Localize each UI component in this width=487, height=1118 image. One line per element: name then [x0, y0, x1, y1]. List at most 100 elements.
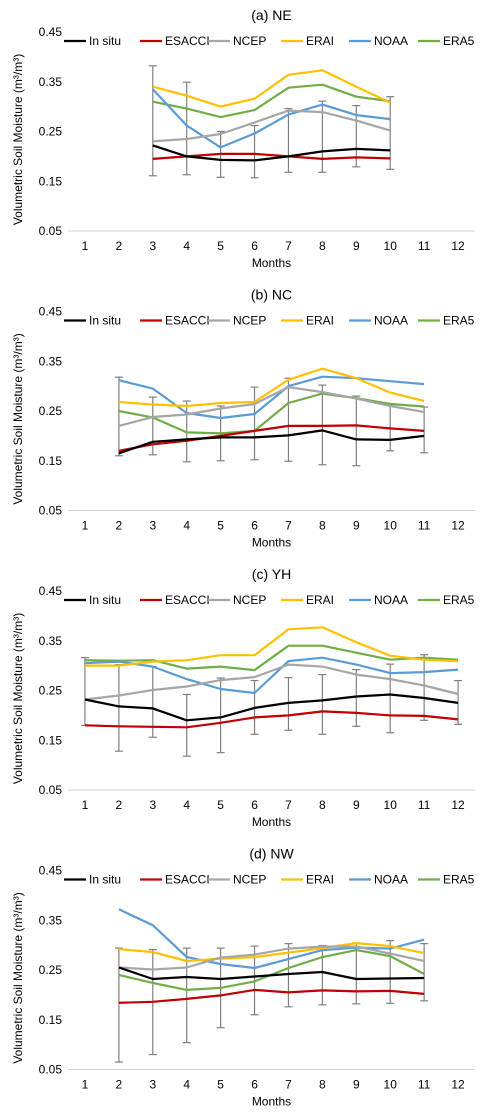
y-tick-label: 0.15 — [39, 733, 63, 747]
y-tick-label: 0.05 — [39, 224, 63, 238]
legend-label-noaa: NOAA — [374, 314, 408, 328]
x-tick-label: 1 — [82, 239, 89, 253]
x-tick-label: 8 — [319, 519, 326, 533]
x-tick-label: 10 — [384, 519, 398, 533]
y-tick-label: 0.05 — [39, 1063, 63, 1077]
series-line-insitu — [118, 429, 425, 455]
x-tick-label: 11 — [418, 519, 431, 533]
x-tick-label: 1 — [82, 1078, 89, 1092]
series-line-insitu — [118, 966, 425, 981]
legend-label-erai: ERAI — [306, 593, 334, 607]
y-tick-label: 0.25 — [39, 404, 63, 418]
legend-label-ncep: NCEP — [233, 314, 266, 328]
y-axis-label: Volumetric Soil Moisture (m³/m³) — [11, 333, 25, 504]
legend-label-ncep: NCEP — [233, 593, 266, 607]
y-tick-label: 0.45 — [39, 305, 63, 319]
legend-label-esacci: ESACCI — [165, 873, 210, 887]
series-line-erai — [118, 367, 425, 408]
x-tick-label: 6 — [251, 519, 258, 533]
x-tick-label: 12 — [451, 239, 465, 253]
x-tick-label: 9 — [353, 239, 360, 253]
x-tick-label: 3 — [149, 239, 156, 253]
x-axis-label: Months — [252, 815, 291, 829]
legend-label-era5: ERA5 — [443, 314, 475, 328]
y-tick-label: 0.15 — [39, 174, 63, 188]
chart-title: (a) NE — [251, 7, 291, 23]
chart-title: (b) NC — [251, 287, 292, 303]
series-line-insitu — [84, 693, 459, 722]
series-line-era5 — [118, 392, 425, 435]
x-tick-label: 2 — [116, 239, 123, 253]
x-tick-label: 7 — [285, 519, 292, 533]
x-tick-label: 5 — [217, 519, 224, 533]
x-tick-label: 11 — [418, 239, 431, 253]
y-tick-label: 0.15 — [39, 1013, 63, 1027]
x-tick-label: 3 — [149, 798, 156, 812]
chart-title: (d) NW — [249, 846, 294, 862]
chart-title: (c) YH — [252, 566, 291, 582]
x-tick-label: 2 — [116, 519, 123, 533]
series-line-ncep — [84, 663, 459, 701]
x-tick-label: 9 — [353, 798, 360, 812]
y-axis-label: Volumetric Soil Moisture (m³/m³) — [11, 613, 25, 784]
series-line-esacci — [84, 710, 459, 729]
x-tick-label: 1 — [82, 519, 89, 533]
y-tick-label: 0.05 — [39, 783, 63, 797]
series-line-ncep — [152, 109, 391, 143]
series-line-noaa — [118, 375, 425, 420]
series-line-esacci — [118, 988, 425, 1004]
x-tick-label: 11 — [418, 1078, 431, 1092]
series-line-ncep — [118, 385, 425, 427]
series-line-era5 — [152, 83, 391, 119]
x-tick-label: 10 — [384, 1078, 398, 1092]
series-line-noaa — [118, 908, 425, 970]
x-tick-label: 12 — [451, 1078, 465, 1092]
x-tick-label: 7 — [285, 798, 292, 812]
y-tick-label: 0.25 — [39, 684, 63, 698]
x-tick-label: 10 — [384, 798, 398, 812]
series-line-erai — [85, 626, 459, 667]
y-tick-label: 0.35 — [39, 634, 63, 648]
y-tick-label: 0.35 — [39, 75, 63, 89]
y-tick-label: 0.35 — [39, 913, 63, 927]
x-tick-label: 4 — [183, 1078, 190, 1092]
legend-label-esacci: ESACCI — [165, 593, 210, 607]
y-tick-label: 0.25 — [39, 963, 63, 977]
chart-panel-2: (b) NC0.050.150.250.350.451 2 3 4 5 6 7 8 9 10 11 1… — [11, 287, 475, 550]
x-tick-label: 7 — [285, 239, 292, 253]
x-tick-label: 5 — [217, 798, 224, 812]
x-tick-label: 9 — [353, 519, 360, 533]
x-tick-label: 9 — [353, 1078, 360, 1092]
x-tick-label: 2 — [116, 798, 123, 812]
x-tick-label: 2 — [116, 1078, 123, 1092]
legend-label-ncep: NCEP — [233, 34, 266, 48]
x-tick-label: 8 — [319, 1078, 326, 1092]
legend-label-era5: ERA5 — [443, 593, 475, 607]
legend-label-erai: ERAI — [306, 34, 334, 48]
series-line-insitu — [152, 144, 391, 162]
x-tick-label: 12 — [451, 519, 465, 533]
x-tick-label: 12 — [451, 798, 465, 812]
x-tick-label: 6 — [251, 798, 258, 812]
x-tick-label: 6 — [251, 1078, 258, 1092]
x-tick-label: 8 — [319, 239, 326, 253]
y-tick-label: 0.15 — [39, 454, 63, 468]
legend-label-insitu: In situ — [89, 873, 121, 887]
legend-label-esacci: ESACCI — [165, 314, 210, 328]
x-tick-label: 4 — [183, 519, 190, 533]
y-axis-label: Volumetric Soil Moisture (m³/m³) — [11, 54, 25, 225]
y-tick-label: 0.05 — [39, 504, 63, 518]
series-line-noaa — [84, 656, 459, 695]
legend-label-erai: ERAI — [306, 873, 334, 887]
chart-panel-4: (d) NW0.050.150.250.350.451 2 3 4 5 6 7 8 9 10 11 1… — [11, 846, 475, 1109]
x-tick-label: 10 — [384, 239, 398, 253]
legend-label-esacci: ESACCI — [165, 34, 210, 48]
x-tick-label: 4 — [183, 239, 190, 253]
x-axis-label: Months — [252, 536, 291, 550]
chart-panel-1: (a) NE0.050.150.250.350.451 2 3 4 5 6 7 8 9 10 11 1… — [11, 7, 475, 270]
y-tick-label: 0.25 — [39, 125, 63, 139]
x-tick-label: 3 — [149, 1078, 156, 1092]
y-tick-label: 0.35 — [39, 354, 63, 368]
y-tick-label: 0.45 — [39, 25, 63, 39]
